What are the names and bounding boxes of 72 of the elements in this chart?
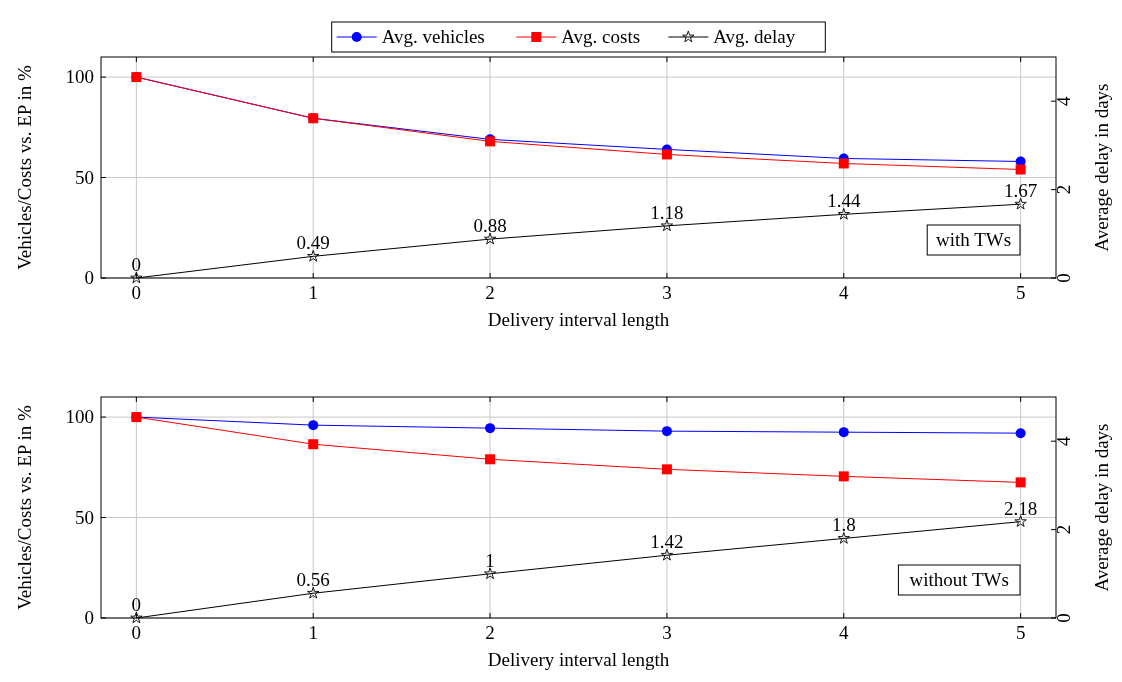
- x-tick-label: 2: [485, 282, 495, 303]
- data-label: 1.67: [1004, 180, 1038, 202]
- data-label: 1.18: [650, 201, 684, 223]
- point: [307, 249, 320, 262]
- data-label: 0.56: [296, 569, 330, 591]
- point: [485, 454, 496, 465]
- y-axis-title: Vehicles/Costs vs. EP in %: [14, 405, 35, 610]
- point: [308, 439, 319, 450]
- y-axis-title: Vehicles/Costs vs. EP in %: [14, 65, 35, 270]
- y2-tick-label: 4: [1053, 435, 1074, 446]
- x-tick-label: 3: [662, 282, 672, 303]
- x-tick-label: 5: [1015, 282, 1026, 303]
- y2-axis-title: Average delay in days: [1091, 83, 1112, 252]
- point: [838, 471, 849, 482]
- point: [1015, 428, 1026, 439]
- x-tick-label: 5: [1015, 622, 1026, 643]
- point: [837, 532, 850, 544]
- point: [483, 567, 497, 580]
- point: [483, 232, 497, 245]
- y2-tick-label: 0: [1053, 273, 1074, 283]
- data-label: 1.8: [831, 514, 856, 536]
- point: [130, 611, 143, 624]
- legend-label: Avg. costs: [561, 26, 641, 47]
- point: [838, 158, 849, 169]
- y-tick-label: 50: [75, 506, 94, 528]
- x-tick-label: 3: [662, 622, 672, 643]
- x-tick-label: 2: [485, 622, 495, 643]
- point: [308, 420, 319, 431]
- y-tick-label: 100: [65, 406, 94, 428]
- y2-tick-label: 4: [1053, 95, 1074, 106]
- y-tick-label: 0: [84, 607, 94, 628]
- x-tick-label: 4: [839, 622, 850, 643]
- x-tick-label: 4: [839, 282, 850, 303]
- annotation: without TWs: [909, 569, 1009, 590]
- point: [661, 149, 672, 160]
- point: [838, 427, 849, 438]
- point: [660, 548, 674, 561]
- y2-tick-label: 2: [1053, 524, 1074, 535]
- y-tick-label: 50: [75, 166, 94, 188]
- x-axis-title: Delivery interval length: [487, 309, 670, 330]
- point: [837, 207, 850, 220]
- x-tick-label: 1: [308, 282, 318, 303]
- point: [1014, 515, 1027, 527]
- x-axis-title: Delivery interval length: [487, 649, 670, 670]
- y2-tick-label: 2: [1053, 184, 1074, 195]
- y-tick-label: 0: [84, 267, 94, 288]
- x-tick-label: 0: [131, 282, 142, 303]
- point: [485, 423, 496, 434]
- data-label: 0.88: [473, 215, 507, 237]
- x-tick-label: 1: [308, 622, 318, 643]
- legend-label: Avg. delay: [713, 26, 796, 47]
- y-tick-label: 100: [65, 66, 94, 88]
- point: [1015, 477, 1026, 488]
- legend-label: Avg. vehicles: [381, 26, 485, 47]
- point: [661, 464, 672, 475]
- data-label: 0: [131, 254, 142, 275]
- data-label: 1.44: [827, 190, 861, 212]
- data-label: 0: [131, 594, 142, 615]
- y2-tick-label: 0: [1053, 613, 1074, 623]
- data-label: 2.18: [1004, 497, 1038, 519]
- point: [1014, 197, 1027, 210]
- point: [661, 426, 672, 437]
- point: [307, 586, 320, 599]
- data-label: 1.42: [650, 531, 684, 553]
- point: [130, 271, 143, 284]
- annotation: with TWs: [936, 229, 1012, 250]
- point: [660, 219, 674, 232]
- y2-axis-title: Average delay in days: [1091, 423, 1112, 592]
- data-label: 0.49: [296, 232, 330, 254]
- x-tick-label: 0: [131, 622, 142, 643]
- data-label: 1: [485, 549, 495, 571]
- point: [1015, 164, 1026, 175]
